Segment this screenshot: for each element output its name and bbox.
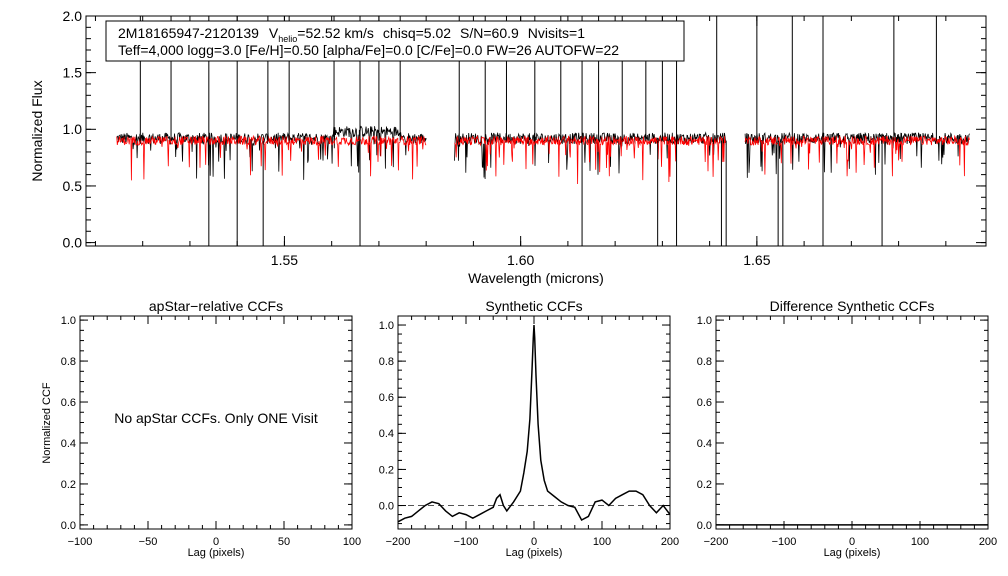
x-tick-label: 200 [661, 536, 679, 548]
x-tick-label: 1.60 [507, 252, 534, 268]
y-tick-label: 1.0 [697, 315, 712, 327]
x-tick-label: 1.55 [271, 252, 298, 268]
synthetic-ccf-xlabel: Lag (pixels) [506, 547, 563, 559]
x-tick-label: −100 [772, 536, 797, 548]
sn-value: S/N=60.9 [460, 25, 519, 41]
apstar-ccf-panel: apStar−relative CCFs −100 −50 0 50 100 0.0 0.2… [41, 298, 361, 559]
y-tick-label: 0.8 [697, 356, 712, 368]
y-tick-label: 2.0 [63, 8, 83, 24]
chisq-value: chisq=5.02 [383, 25, 451, 41]
y-tick-label: 1.0 [379, 320, 394, 332]
spectrum-ticks: 1.55 1.60 1.65 0.0 0.5 1.0 1.5 2.0 [63, 8, 986, 268]
y-tick-label: 0.6 [61, 397, 76, 409]
y-tick-label: 0.4 [697, 438, 712, 450]
x-tick-label: 100 [343, 536, 361, 548]
y-tick-label: 0.2 [379, 464, 394, 476]
apstar-ccf-ylabel: Normalized CCF [41, 382, 53, 464]
synthetic-ccf-ticks: −200 −100 0 100 200 0.0 0.2 0.4 0.6 0.8 1.0 [379, 315, 679, 548]
spectrum-panel: 1.55 1.60 1.65 0.0 0.5 1.0 1.5 2.0 2M18165947-2… [29, 8, 987, 286]
y-tick-label: 0.6 [697, 397, 712, 409]
x-tick-label: 0 [213, 536, 219, 548]
y-tick-label: 0.2 [697, 479, 712, 491]
difference-ccf-panel: Difference Synthetic CCFs −200 −100 0 100 20… [697, 298, 997, 559]
vhelio-value: =52.52 km/s [297, 25, 374, 41]
x-tick-label: −50 [139, 536, 158, 548]
spectrum-line-observed-chip1 [116, 125, 427, 180]
spectrum-line-model-chip1 [116, 134, 427, 181]
synthetic-ccf-frame [397, 315, 671, 530]
y-tick-label: 0.6 [379, 392, 394, 404]
star-id: 2M18165947-2120139 [118, 25, 259, 41]
y-tick-label: 0.0 [63, 235, 83, 251]
x-tick-label: 100 [593, 536, 611, 548]
y-tick-label: 1.5 [63, 65, 83, 81]
x-tick-label: 200 [979, 536, 997, 548]
x-tick-label: 1.65 [743, 252, 770, 268]
difference-ccf-ticks: −200 −100 0 100 200 0.0 0.2 0.4 0.6 0.8 1.0 [697, 315, 997, 548]
y-tick-label: 0.0 [379, 500, 394, 512]
vhelio-symbol: V [269, 25, 279, 41]
nvisits-value: Nvisits=1 [528, 25, 585, 41]
y-tick-label: 0.4 [379, 428, 394, 440]
y-tick-label: 0.0 [697, 520, 712, 532]
x-tick-label: −100 [68, 536, 93, 548]
synthetic-ccf-title: Synthetic CCFs [485, 298, 582, 314]
vhelio-subscript: helio [278, 34, 297, 44]
difference-ccf-title: Difference Synthetic CCFs [770, 298, 935, 314]
synthetic-ccf-panel: Synthetic CCFs −200 −100 0 100 200 0.0 0.2 0.4 0… [379, 298, 679, 559]
x-tick-label: 0 [531, 536, 537, 548]
spectrum-info-line2: Teff=4,000 logg=3.0 [Fe/H]=0.50 [alpha/F… [118, 42, 619, 58]
x-tick-label: 0 [849, 536, 855, 548]
ccf-line-ccf [397, 324, 671, 523]
x-tick-label: 100 [911, 536, 929, 548]
difference-ccf-xlabel: Lag (pixels) [824, 547, 881, 559]
difference-ccf-frame [715, 315, 989, 530]
y-tick-label: 0.5 [63, 178, 83, 194]
y-tick-label: 0.8 [61, 356, 76, 368]
y-tick-label: 1.0 [61, 315, 76, 327]
x-tick-label: −200 [386, 536, 411, 548]
spectrum-ylabel: Normalized Flux [29, 80, 45, 181]
spectrum-xlabel: Wavelength (microns) [468, 270, 604, 286]
synthetic-ccf-plot-area [397, 324, 671, 523]
y-tick-label: 0.8 [379, 356, 394, 368]
y-tick-label: 0.4 [61, 438, 76, 450]
x-tick-label: −200 [704, 536, 729, 548]
spectrum-line-model-chip2 [454, 134, 727, 185]
x-tick-label: 50 [278, 536, 290, 548]
spectrum-info-line1: 2M18165947-2120139 Vhelio=52.52 km/s chisq… [118, 25, 585, 44]
x-tick-label: −100 [454, 536, 479, 548]
apstar-ccf-message: No apStar CCFs. Only ONE Visit [114, 410, 318, 426]
spectrum-info-box [105, 20, 685, 62]
y-tick-label: 1.0 [63, 121, 83, 137]
y-tick-label: 0.2 [61, 479, 76, 491]
spectrum-frame [85, 15, 987, 247]
y-tick-label: 0.0 [61, 520, 76, 532]
apstar-ccf-title: apStar−relative CCFs [149, 298, 283, 314]
apstar-ccf-xlabel: Lag (pixels) [188, 547, 245, 559]
apstar-ccf-ticks: −100 −50 0 50 100 0.0 0.2 0.4 0.6 0.8 1.0 [61, 315, 361, 548]
